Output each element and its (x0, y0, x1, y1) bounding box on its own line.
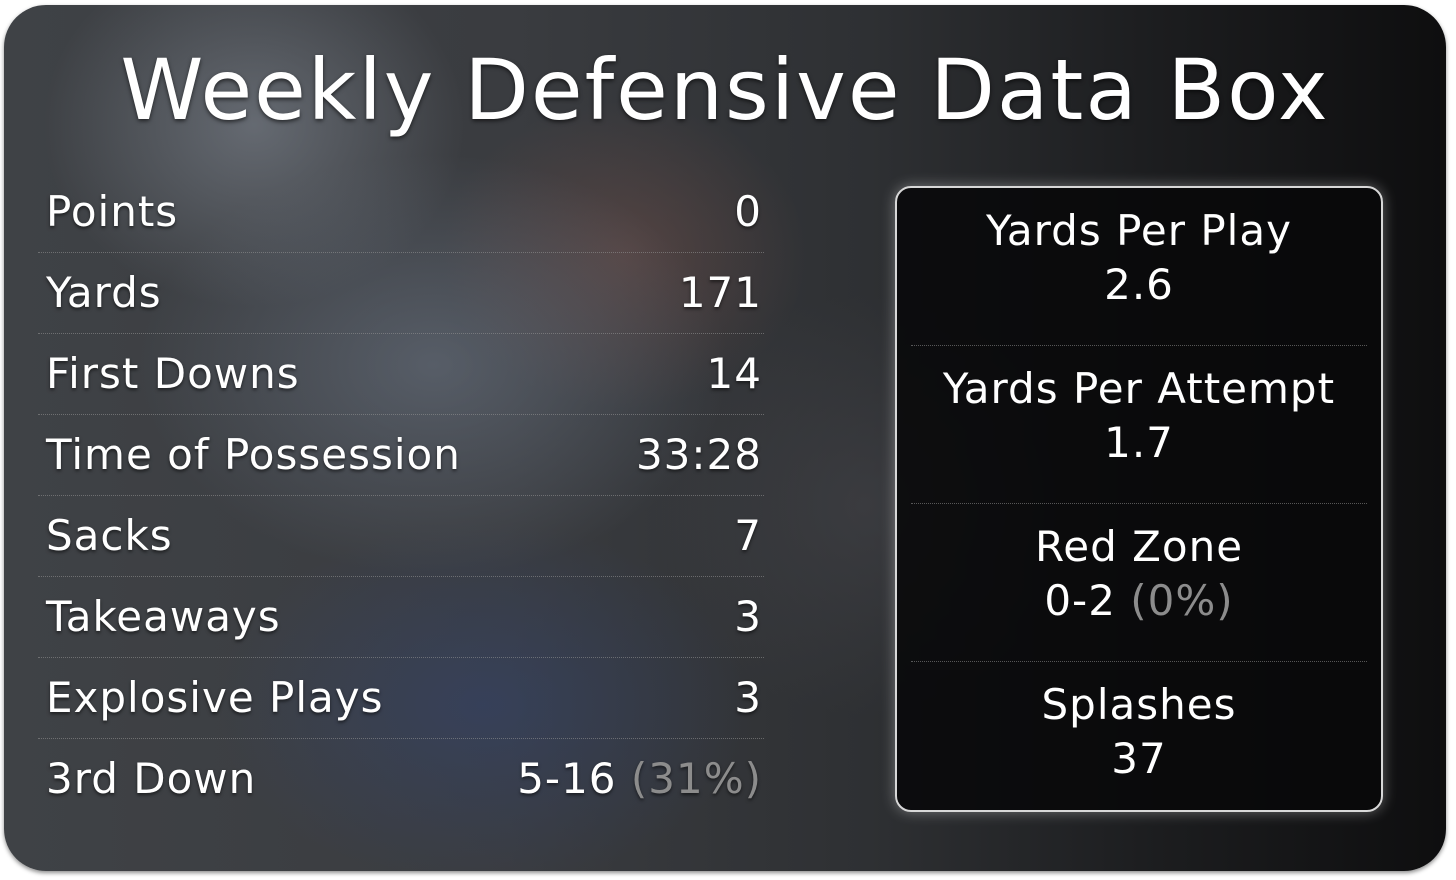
metric-red-zone: Red Zone 0-2 (0%) (911, 504, 1367, 662)
page-title: Weekly Defensive Data Box (120, 41, 1330, 139)
metric-label: Splashes (1041, 680, 1237, 729)
stat-row-points: Points 0 (38, 172, 764, 253)
stat-row-sacks: Sacks 7 (38, 496, 764, 577)
stat-label: Explosive Plays (46, 673, 384, 722)
stat-row-third-down: 3rd Down 5-16 (31%) (38, 739, 764, 820)
metric-splashes: Splashes 37 (911, 662, 1367, 820)
stat-row-time-of-possession: Time of Possession 33:28 (38, 415, 764, 496)
stat-value: 171 (678, 268, 762, 317)
stat-value: 33:28 (635, 430, 762, 479)
stat-value: 3 (734, 673, 762, 722)
stat-value: 7 (734, 511, 762, 560)
stat-value: 14 (706, 349, 762, 398)
metric-value: 0-2 (0%) (911, 574, 1367, 628)
metric-value: 2.6 (1104, 260, 1174, 309)
stat-value-main: 5-16 (517, 754, 617, 803)
metric-yards-per-attempt: Yards Per Attempt 1.7 (911, 346, 1367, 504)
stat-row-takeaways: Takeaways 3 (38, 577, 764, 658)
stat-value: 0 (734, 187, 762, 236)
stat-label: Takeaways (46, 592, 281, 641)
stat-label: Time of Possession (46, 430, 461, 479)
metric-label: Yards Per Play (986, 206, 1292, 255)
stat-label: 3rd Down (46, 754, 257, 803)
metric-label: Red Zone (1034, 522, 1244, 571)
data-box-card: Weekly Defensive Data Box Points 0 Yards… (4, 5, 1446, 871)
stat-value-percent: (31%) (630, 754, 762, 803)
stat-value: 5-16 (31%) (517, 753, 762, 805)
stat-label: Yards (46, 268, 162, 317)
stat-row-explosive-plays: Explosive Plays 3 (38, 658, 764, 739)
stat-label: Points (46, 187, 179, 236)
metric-value-percent: (0%) (1130, 576, 1234, 625)
metric-yards-per-play: Yards Per Play 2.6 (911, 188, 1367, 346)
metric-value: 1.7 (1104, 418, 1174, 467)
stats-table: Points 0 Yards 171 First Downs 14 Time o… (38, 172, 764, 820)
rate-metrics-panel: Yards Per Play 2.6 Yards Per Attempt 1.7… (895, 186, 1383, 812)
metric-label: Yards Per Attempt (942, 364, 1336, 413)
stat-row-first-downs: First Downs 14 (38, 334, 764, 415)
stat-row-yards: Yards 171 (38, 253, 764, 334)
metric-value-main: 0-2 (1044, 576, 1116, 625)
metric-value: 37 (1111, 734, 1167, 783)
stat-label: First Downs (46, 349, 300, 398)
stat-value: 3 (734, 592, 762, 641)
stat-label: Sacks (46, 511, 173, 560)
